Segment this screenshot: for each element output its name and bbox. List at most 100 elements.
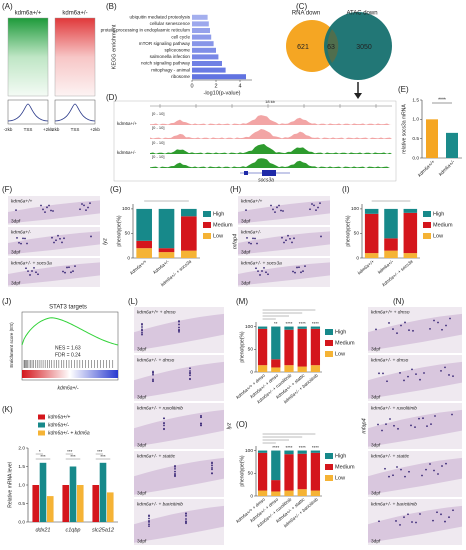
bar-segment — [297, 453, 307, 490]
stained-cell — [59, 237, 61, 240]
bar — [92, 485, 100, 522]
x-tick-label: 2 — [214, 83, 217, 89]
y-tick-label: 1.0 — [18, 482, 25, 488]
bar — [192, 21, 209, 27]
stained-cell — [255, 267, 257, 270]
legend-swatch — [325, 340, 333, 346]
stained-cell — [141, 328, 143, 331]
profile-curve — [54, 103, 96, 122]
panel-label: (K) — [2, 405, 13, 414]
stained-cell — [432, 519, 434, 522]
stained-cell — [403, 379, 405, 382]
category-label: protein processing in endoplasmic reticu… — [101, 28, 191, 33]
bar — [39, 462, 47, 522]
stained-cell — [319, 202, 321, 205]
fish-body — [134, 505, 224, 543]
bar-segment — [384, 238, 398, 251]
x-tick-label: slc25a12 — [92, 527, 114, 533]
legend-swatch — [325, 475, 333, 481]
stained-cell — [37, 273, 39, 276]
bar-segment — [284, 450, 294, 455]
stained-cell — [397, 427, 399, 430]
annotation: ** — [274, 321, 278, 326]
bar-segment — [284, 365, 294, 372]
stained-cell — [388, 322, 390, 324]
image-label: kdm6a+/+ — [11, 198, 33, 204]
bar-segment — [384, 208, 398, 239]
annotation: **** — [272, 445, 279, 450]
stained-cell — [61, 241, 63, 244]
stained-cell — [400, 324, 402, 327]
bar-segment — [403, 253, 418, 258]
stained-cell — [85, 209, 87, 211]
legend-label: Medium — [433, 222, 453, 228]
x-tick-label: kdm6a+/- — [438, 159, 457, 178]
bar-segment — [310, 450, 321, 453]
fish-body — [368, 505, 462, 543]
panel-label: (L) — [128, 297, 138, 306]
profile-axis-label: +2kb — [43, 127, 53, 132]
stained-cell — [46, 206, 48, 209]
bar-segment — [284, 490, 294, 496]
image-label: kdm6a+/- + baricitinib — [371, 501, 417, 507]
stained-cell — [20, 242, 22, 245]
bar-segment — [364, 208, 379, 214]
stained-cell — [294, 271, 296, 274]
bar-segment — [310, 328, 321, 366]
y-tick-label: 50 — [125, 231, 131, 237]
venn-left — [286, 20, 338, 72]
stained-cell — [296, 266, 298, 269]
fish-body — [134, 457, 224, 495]
stained-cell — [178, 323, 180, 326]
coverage-track — [150, 129, 392, 139]
heatmap-title: kdm6a+/+ — [15, 11, 42, 17]
stained-cell — [211, 461, 213, 464]
stained-cell — [270, 204, 272, 207]
legend-label: kdm6a+/+ — [48, 414, 70, 420]
stained-cell — [185, 512, 187, 515]
axis-title: Relative mRNA level — [7, 462, 13, 508]
stained-cell — [313, 204, 315, 207]
stained-cell — [189, 377, 191, 380]
heatmap — [7, 17, 49, 97]
stained-cell — [399, 524, 401, 526]
panel-label: (O) — [236, 420, 248, 429]
stained-cell — [29, 274, 31, 276]
y-tick-label: 1.5 — [412, 97, 419, 103]
y-tick-label: 2.0 — [18, 445, 25, 451]
panel-label: (I) — [342, 185, 350, 194]
stained-cell — [141, 323, 143, 326]
category-label: mitophagy - animal — [151, 67, 190, 72]
stained-cell — [393, 424, 395, 427]
heatmap-title: kdm6a+/- — [62, 11, 87, 17]
stained-cell — [148, 521, 150, 523]
stained-cell — [74, 265, 76, 268]
stage-label: 3dpf — [371, 538, 381, 544]
legend-label: Medium — [213, 222, 233, 228]
category-label: ubiquitin mediated proteolysis — [129, 15, 190, 20]
bar — [192, 34, 212, 40]
annotation: *** — [40, 454, 46, 459]
y-tick-label: 50 — [248, 347, 254, 353]
track-frame — [113, 100, 397, 182]
legend-label: High — [335, 453, 346, 459]
bar-segment — [158, 252, 175, 258]
image-label: kdm6a+/- + baricitinib — [137, 501, 183, 507]
stained-cell — [174, 470, 176, 473]
profile-axis-label: TSS — [24, 127, 33, 132]
stained-cell — [211, 472, 213, 475]
category-label: salmonella infection — [150, 54, 191, 59]
stained-cell — [211, 466, 213, 469]
y-tick-label: 0 — [250, 493, 253, 499]
stained-cell — [302, 270, 304, 273]
stained-cell — [285, 239, 287, 242]
stained-cell — [27, 270, 29, 272]
stained-cell — [309, 208, 311, 211]
bar — [192, 60, 222, 67]
x-tick-label: kdm6a+/+ — [129, 259, 148, 276]
stained-cell — [282, 210, 284, 212]
legend-label: High — [335, 329, 346, 335]
stained-cell — [448, 516, 450, 519]
bar — [192, 67, 226, 73]
stained-cell — [430, 423, 432, 426]
